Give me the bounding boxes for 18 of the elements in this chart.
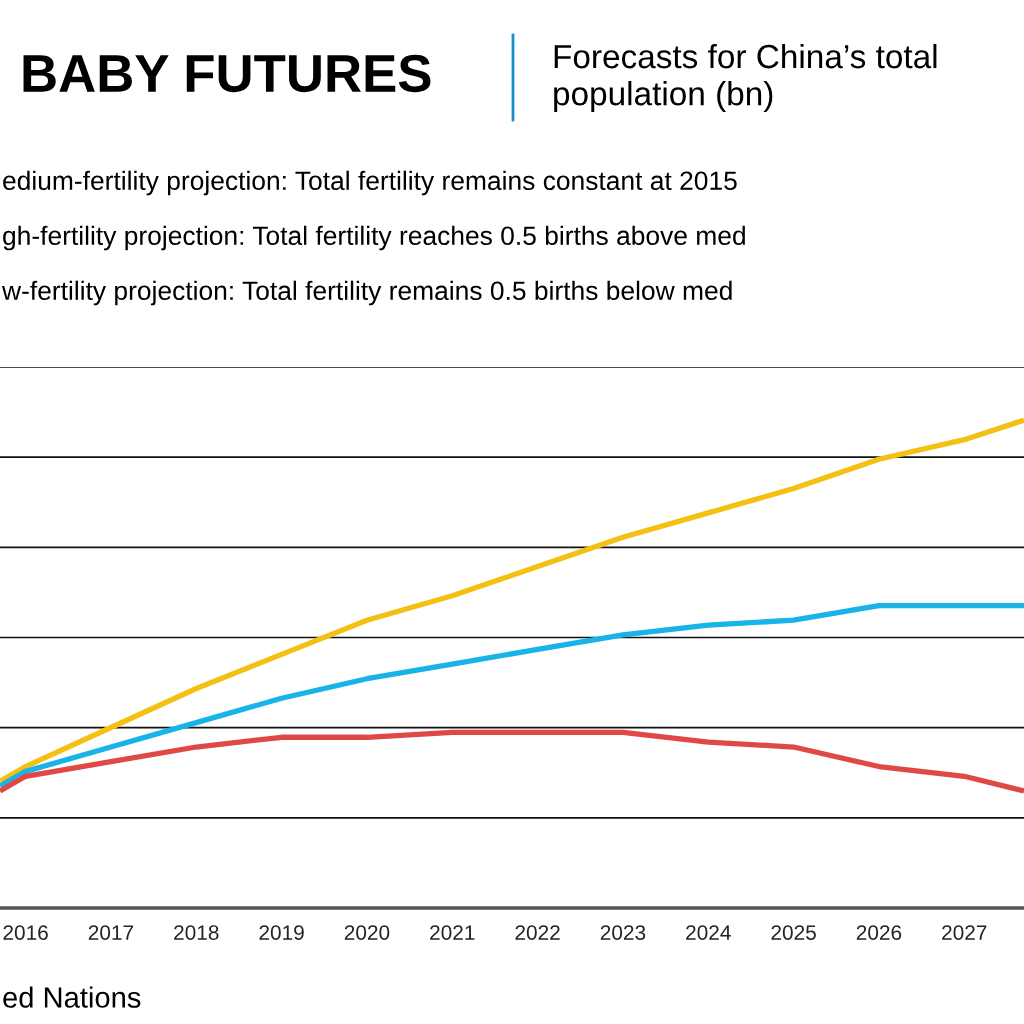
x-tick-label: 2027 bbox=[942, 925, 987, 940]
x-tick-label: 2021 bbox=[430, 925, 475, 940]
chart-subtitle: Forecasts for China’s total population (bn) bbox=[554, 43, 937, 113]
x-tick-label: 2020 bbox=[344, 925, 390, 940]
x-tick-label: 2022 bbox=[515, 925, 560, 940]
text: w-fertility projection: Total fertility remains 0.5 births below med bbox=[1, 280, 732, 306]
x-tick-label: 2016 bbox=[3, 925, 48, 940]
chart-title: BABY FUTURES bbox=[23, 54, 431, 93]
x-tick-label: 2026 bbox=[856, 925, 902, 940]
x-tick-label: 2023 bbox=[600, 925, 646, 940]
x-tick-label: 2025 bbox=[771, 925, 816, 940]
x-tick-label: 2017 bbox=[88, 925, 134, 940]
text: edium-fertility projection: Total fertility remains constant at 2015 bbox=[3, 170, 737, 196]
x-tick-label: 2024 bbox=[686, 925, 731, 940]
text: ed Nations bbox=[3, 986, 141, 1008]
x-tick-label: 2018 bbox=[174, 925, 219, 940]
x-tick-label: 2019 bbox=[259, 925, 304, 940]
text: gh-fertility projection: Total fertility reaches 0.5 births above med bbox=[3, 225, 745, 251]
